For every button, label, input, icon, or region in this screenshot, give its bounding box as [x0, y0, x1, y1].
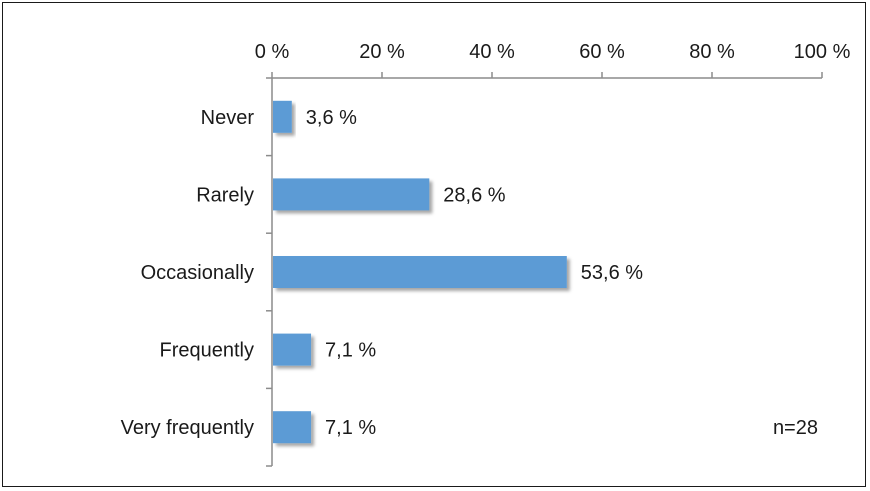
data-label: 7,1 %: [325, 340, 376, 362]
x-tick-label: 0 %: [255, 41, 290, 63]
sample-size-note: n=28: [773, 417, 818, 439]
labels: 0 % 20 % 40 % 60 % 80 % 100 % Never 3,6 % Rarely…: [121, 41, 851, 439]
bar: [273, 333, 312, 366]
data-label: 28,6 %: [443, 184, 505, 206]
x-tick-label: 100 %: [794, 41, 851, 63]
bar: [273, 411, 312, 444]
x-tick-label: 20 %: [359, 41, 405, 63]
category-label: Never: [201, 107, 255, 129]
data-label: 7,1 %: [325, 417, 376, 439]
x-tick-label: 80 %: [689, 41, 735, 63]
x-tick-label: 60 %: [579, 41, 625, 63]
bar: [273, 100, 292, 133]
category-label: Rarely: [196, 184, 254, 206]
category-label: Very frequently: [121, 417, 254, 439]
bar: [273, 178, 430, 211]
bars: [273, 100, 567, 444]
data-label: 3,6 %: [306, 107, 357, 129]
data-label: 53,6 %: [581, 262, 643, 284]
x-tick-label: 40 %: [469, 41, 515, 63]
category-label: Occasionally: [141, 262, 254, 284]
category-label: Frequently: [160, 340, 255, 362]
axes: [266, 72, 823, 467]
bar: [273, 256, 567, 288]
